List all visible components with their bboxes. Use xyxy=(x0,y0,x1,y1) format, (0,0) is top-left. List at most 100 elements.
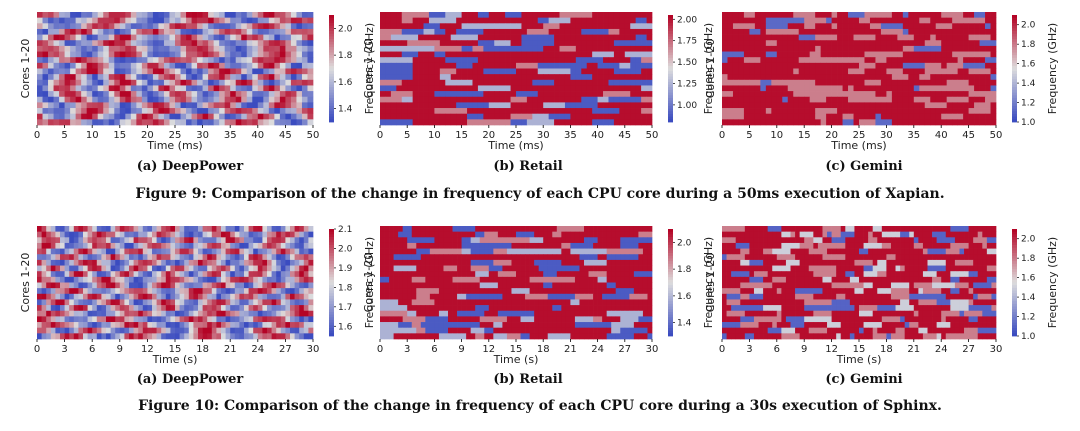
heatmap-cell xyxy=(296,51,303,58)
heatmap-cell xyxy=(114,28,121,35)
heatmap-cell xyxy=(593,259,598,266)
heatmap-cell xyxy=(483,85,490,92)
heatmap-cell xyxy=(87,265,93,272)
heatmap-cell xyxy=(968,113,975,120)
heatmap-cell xyxy=(619,45,626,52)
heatmap-cell xyxy=(826,17,832,24)
heatmap-cell xyxy=(92,108,99,115)
heatmap-cell xyxy=(804,28,811,35)
heatmap-cell xyxy=(248,248,254,255)
heatmap-cell xyxy=(826,96,832,103)
heatmap-cell xyxy=(407,62,413,69)
heatmap-cell xyxy=(234,265,240,272)
heatmap-cell xyxy=(510,108,517,115)
heatmap-cell xyxy=(434,57,441,64)
heatmap-cell xyxy=(457,237,462,244)
heatmap-cell xyxy=(521,85,528,92)
heatmap-cell xyxy=(211,316,217,323)
heatmap-cell xyxy=(257,62,264,69)
heatmap-cell xyxy=(859,12,865,18)
heatmap-cell xyxy=(42,45,49,52)
heatmap-cell xyxy=(262,316,268,323)
heatmap-cell xyxy=(170,322,176,329)
heatmap-cell xyxy=(142,333,148,340)
heatmap-cell xyxy=(738,108,745,115)
heatmap-cell xyxy=(133,242,139,249)
heatmap-cell xyxy=(913,74,920,81)
heatmap-cell xyxy=(559,28,566,35)
heatmap-cell xyxy=(86,113,93,120)
heatmap-cell xyxy=(253,293,259,300)
heatmap-cell xyxy=(142,254,148,261)
heatmap-cell xyxy=(452,242,458,249)
heatmap-cell xyxy=(732,34,739,41)
heatmap-cell xyxy=(263,51,270,58)
heatmap-cell xyxy=(37,265,42,272)
heatmap-cell xyxy=(502,254,508,261)
heatmap-cell xyxy=(592,113,598,120)
heatmap-cell xyxy=(96,259,102,266)
heatmap-cell xyxy=(280,271,286,278)
heatmap-cell xyxy=(224,34,231,41)
heatmap-cell xyxy=(597,62,604,69)
heatmap-cell xyxy=(559,62,566,69)
heatmap-cell xyxy=(37,74,43,81)
heatmap-cell xyxy=(390,119,397,126)
heatmap-cell xyxy=(198,299,203,306)
heatmap-cell xyxy=(638,254,644,261)
heatmap-cell xyxy=(41,299,47,306)
heatmap-cell xyxy=(559,12,566,18)
heatmap-cell xyxy=(880,40,887,47)
heatmap-cell xyxy=(81,102,88,109)
heatmap-cell xyxy=(438,237,444,244)
heatmap-cell xyxy=(526,34,533,41)
heatmap-cell xyxy=(78,248,84,255)
heatmap-cell xyxy=(869,68,876,75)
heatmap-cell xyxy=(198,265,203,272)
heatmap-cell xyxy=(163,23,170,30)
heatmap-cell xyxy=(924,34,931,41)
heatmap-cell xyxy=(793,85,800,92)
heatmap-cell xyxy=(619,96,626,103)
heatmap-cell xyxy=(608,62,615,69)
heatmap-cell xyxy=(477,119,484,126)
heatmap-cell xyxy=(230,265,236,272)
heatmap-cell xyxy=(924,96,931,103)
heatmap-cell xyxy=(64,68,71,75)
heatmap-cell xyxy=(213,12,220,18)
heatmap-cell xyxy=(41,226,47,232)
heatmap-cell xyxy=(268,91,275,98)
heatmap-cell xyxy=(434,265,440,272)
colorbar-segment xyxy=(329,322,334,326)
heatmap-cell xyxy=(253,259,259,266)
heatmap-cell xyxy=(537,79,544,86)
heatmap-cell xyxy=(579,259,585,266)
heatmap-cell xyxy=(152,248,157,255)
heatmap-cell xyxy=(521,40,528,47)
heatmap-cell xyxy=(142,248,148,255)
heatmap-cell xyxy=(613,45,620,52)
heatmap-cell xyxy=(106,333,111,340)
heatmap-cell xyxy=(565,248,571,255)
heatmap-cell xyxy=(246,28,253,35)
heatmap-cell xyxy=(869,96,876,103)
heatmap-cell xyxy=(224,85,231,92)
heatmap-cell xyxy=(197,113,203,120)
heatmap-cell xyxy=(279,119,286,126)
y-axis-label: Cores 1-20 xyxy=(19,39,32,99)
heatmap-cell xyxy=(175,231,180,238)
heatmap-cell xyxy=(407,85,413,92)
heatmap-cell xyxy=(804,23,811,30)
heatmap-cell xyxy=(239,282,245,289)
heatmap-cell xyxy=(110,254,116,261)
heatmap-cell xyxy=(434,12,441,18)
heatmap-cell xyxy=(968,62,975,69)
heatmap-cell xyxy=(575,91,582,98)
heatmap-cell xyxy=(267,231,272,238)
heatmap-cell xyxy=(516,119,522,126)
heatmap-cell xyxy=(886,57,893,64)
heatmap-cell xyxy=(875,23,882,30)
heatmap-cell xyxy=(837,45,843,52)
heatmap-cell xyxy=(253,254,259,261)
heatmap-cell xyxy=(809,23,816,30)
